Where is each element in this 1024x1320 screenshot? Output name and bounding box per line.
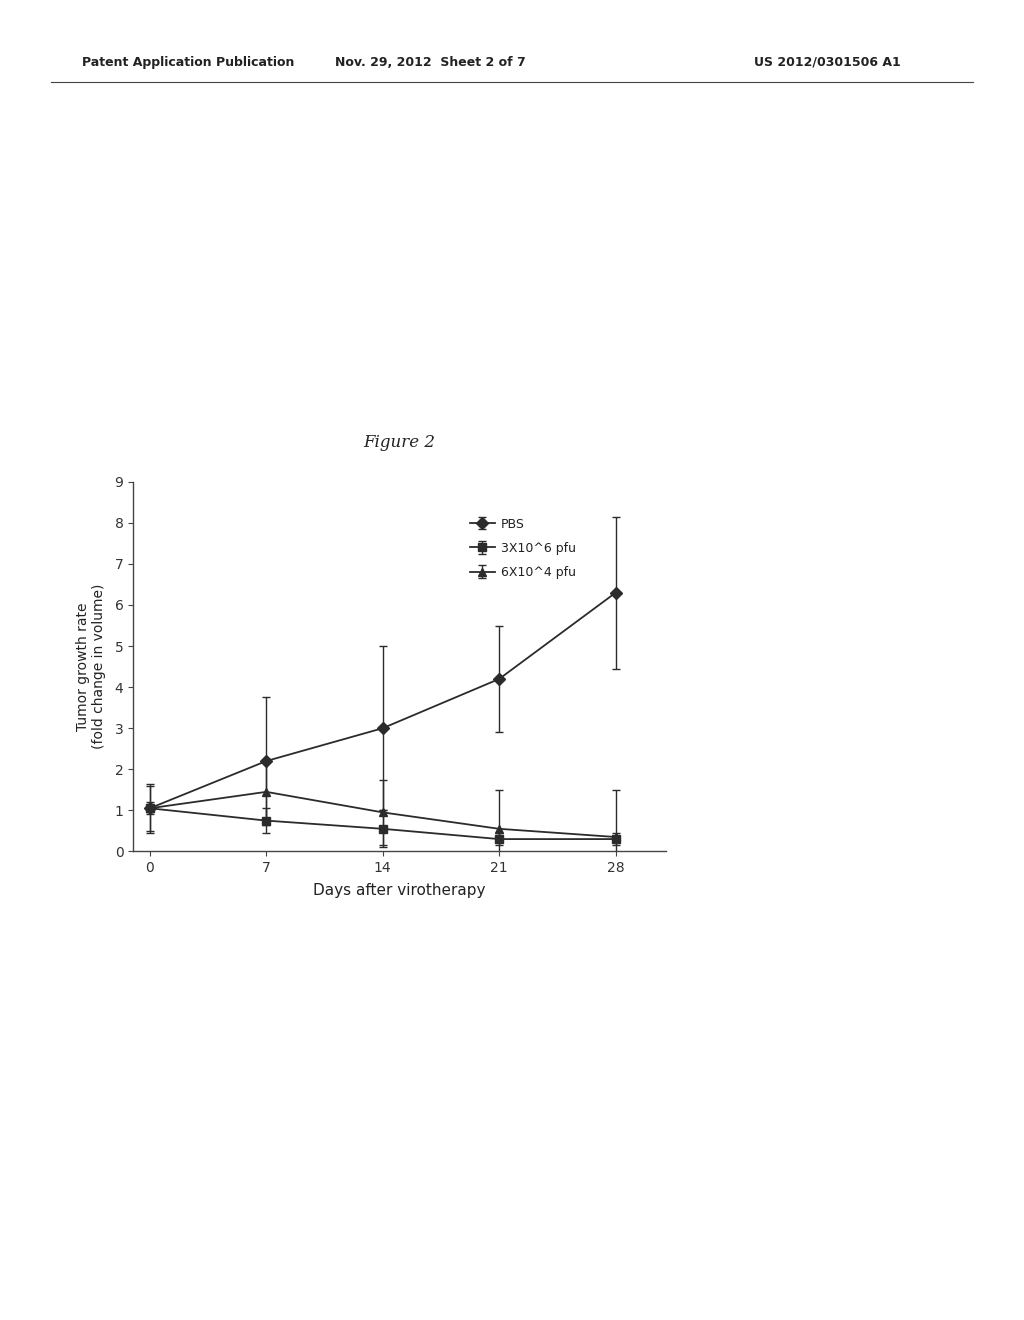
Text: Patent Application Publication: Patent Application Publication — [82, 55, 294, 69]
X-axis label: Days after virotherapy: Days after virotherapy — [313, 883, 485, 899]
Text: Nov. 29, 2012  Sheet 2 of 7: Nov. 29, 2012 Sheet 2 of 7 — [335, 55, 525, 69]
Legend: PBS, 3X10^6 pfu, 6X10^4 pfu: PBS, 3X10^6 pfu, 6X10^4 pfu — [470, 517, 575, 579]
Text: Figure 2: Figure 2 — [364, 434, 435, 450]
Text: US 2012/0301506 A1: US 2012/0301506 A1 — [755, 55, 901, 69]
Y-axis label: Tumor growth rate
(fold change in volume): Tumor growth rate (fold change in volume… — [76, 583, 106, 750]
